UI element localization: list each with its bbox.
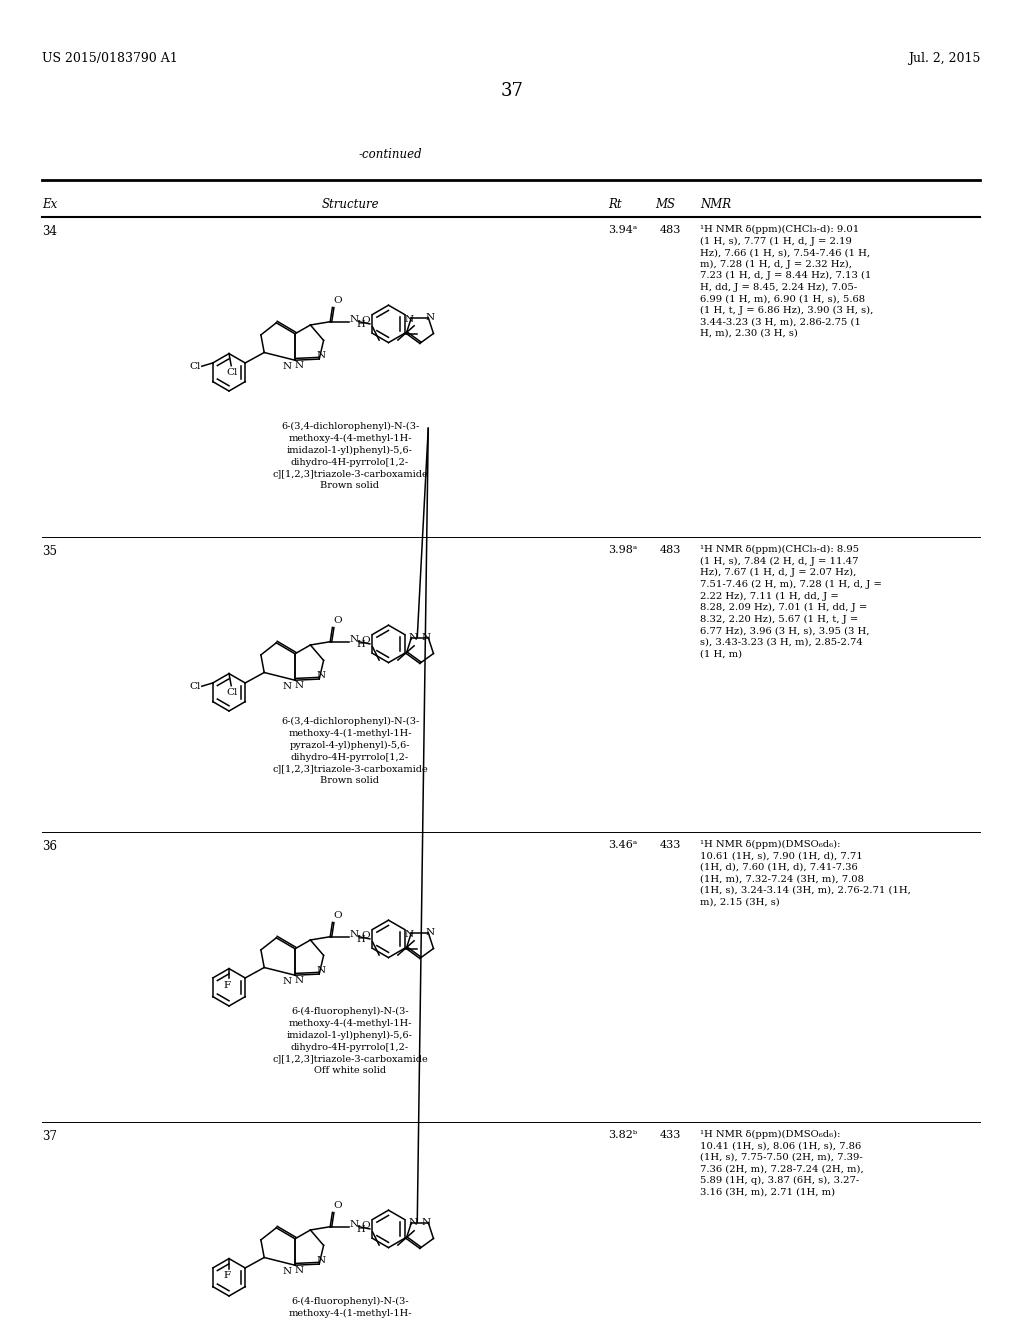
Text: 6-(3,4-dichlorophenyl)-N-(3-
methoxy-4-(4-methyl-1H-
imidazol-1-yl)phenyl)-5,6-
: 6-(3,4-dichlorophenyl)-N-(3- methoxy-4-(… (272, 422, 428, 491)
Text: Jul. 2, 2015: Jul. 2, 2015 (907, 51, 980, 65)
Text: 6-(3,4-dichlorophenyl)-N-(3-
methoxy-4-(1-methyl-1H-
pyrazol-4-yl)phenyl)-5,6-
d: 6-(3,4-dichlorophenyl)-N-(3- methoxy-4-(… (272, 717, 428, 785)
Text: 433: 433 (660, 1130, 681, 1140)
Text: N: N (283, 681, 292, 690)
Text: 34: 34 (42, 224, 57, 238)
Text: N: N (350, 929, 359, 939)
Text: O: O (361, 315, 371, 325)
Text: O: O (361, 931, 371, 940)
Text: N: N (295, 360, 303, 370)
Text: Structure: Structure (322, 198, 379, 211)
Text: N: N (350, 1220, 359, 1229)
Text: 6-(4-fluorophenyl)-N-(3-
methoxy-4-(1-methyl-1H-
pyrazol-4-yl)phenyl)-5,6-
dihyd: 6-(4-fluorophenyl)-N-(3- methoxy-4-(1-me… (272, 1298, 428, 1320)
Text: Cl: Cl (226, 368, 238, 378)
Text: O: O (334, 615, 342, 624)
Text: N: N (295, 681, 303, 689)
Text: N: N (404, 315, 414, 323)
Text: 37: 37 (501, 82, 523, 100)
Text: NMR: NMR (700, 198, 731, 211)
Text: -continued: -continued (358, 148, 422, 161)
Text: N: N (283, 362, 292, 371)
Text: 3.94ᵃ: 3.94ᵃ (608, 224, 637, 235)
Text: O: O (334, 911, 342, 920)
Text: N: N (350, 314, 359, 323)
Text: N: N (295, 1266, 303, 1275)
Text: N: N (316, 671, 326, 680)
Text: N: N (422, 634, 431, 642)
Text: N: N (404, 931, 414, 939)
Text: MS: MS (655, 198, 675, 211)
Text: 3.82ᵇ: 3.82ᵇ (608, 1130, 637, 1140)
Text: H: H (356, 319, 366, 329)
Text: 35: 35 (42, 545, 57, 558)
Text: O: O (361, 636, 371, 644)
Text: 37: 37 (42, 1130, 57, 1143)
Text: ¹H NMR δ(ppm)(CHCl₃-d): 8.95
(1 H, s), 7.84 (2 H, d, J = 11.47
Hz), 7.67 (1 H, d: ¹H NMR δ(ppm)(CHCl₃-d): 8.95 (1 H, s), 7… (700, 545, 882, 659)
Text: Ex: Ex (42, 198, 57, 211)
Text: N: N (350, 635, 359, 644)
Text: N: N (426, 313, 435, 322)
Text: N: N (426, 928, 435, 937)
Text: O: O (361, 1221, 371, 1230)
Text: F: F (223, 1271, 230, 1279)
Text: O: O (334, 1201, 342, 1209)
Text: N: N (316, 351, 326, 359)
Text: N: N (316, 1255, 326, 1265)
Text: N: N (283, 1267, 292, 1275)
Text: N: N (295, 975, 303, 985)
Text: F: F (223, 981, 230, 990)
Text: N: N (422, 1218, 431, 1228)
Text: ¹H NMR δ(ppm)(DMSO₆d₆):
10.61 (1H, s), 7.90 (1H, d), 7.71
(1H, d), 7.60 (1H, d),: ¹H NMR δ(ppm)(DMSO₆d₆): 10.61 (1H, s), 7… (700, 840, 911, 907)
Text: 433: 433 (660, 840, 681, 850)
Text: 3.98ᵃ: 3.98ᵃ (608, 545, 637, 554)
Text: ¹H NMR δ(ppm)(DMSO₆d₆):
10.41 (1H, s), 8.06 (1H, s), 7.86
(1H, s), 7.75-7.50 (2H: ¹H NMR δ(ppm)(DMSO₆d₆): 10.41 (1H, s), 8… (700, 1130, 864, 1196)
Text: Cl: Cl (189, 682, 201, 692)
Text: N: N (409, 1218, 418, 1228)
Text: 3.46ᵃ: 3.46ᵃ (608, 840, 637, 850)
Text: H: H (356, 1225, 366, 1234)
Text: 483: 483 (660, 545, 681, 554)
Text: H: H (356, 935, 366, 944)
Text: Cl: Cl (226, 688, 238, 697)
Text: N: N (409, 634, 418, 642)
Text: N: N (283, 977, 292, 986)
Text: Rt: Rt (608, 198, 622, 211)
Text: US 2015/0183790 A1: US 2015/0183790 A1 (42, 51, 178, 65)
Text: 36: 36 (42, 840, 57, 853)
Text: N: N (316, 966, 326, 974)
Text: Cl: Cl (189, 363, 201, 371)
Text: ¹H NMR δ(ppm)(CHCl₃-d): 9.01
(1 H, s), 7.77 (1 H, d, J = 2.19
Hz), 7.66 (1 H, s): ¹H NMR δ(ppm)(CHCl₃-d): 9.01 (1 H, s), 7… (700, 224, 873, 338)
Text: 483: 483 (660, 224, 681, 235)
Text: H: H (356, 640, 366, 649)
Text: 6-(4-fluorophenyl)-N-(3-
methoxy-4-(4-methyl-1H-
imidazol-1-yl)phenyl)-5,6-
dihy: 6-(4-fluorophenyl)-N-(3- methoxy-4-(4-me… (272, 1007, 428, 1076)
Text: O: O (334, 296, 342, 305)
